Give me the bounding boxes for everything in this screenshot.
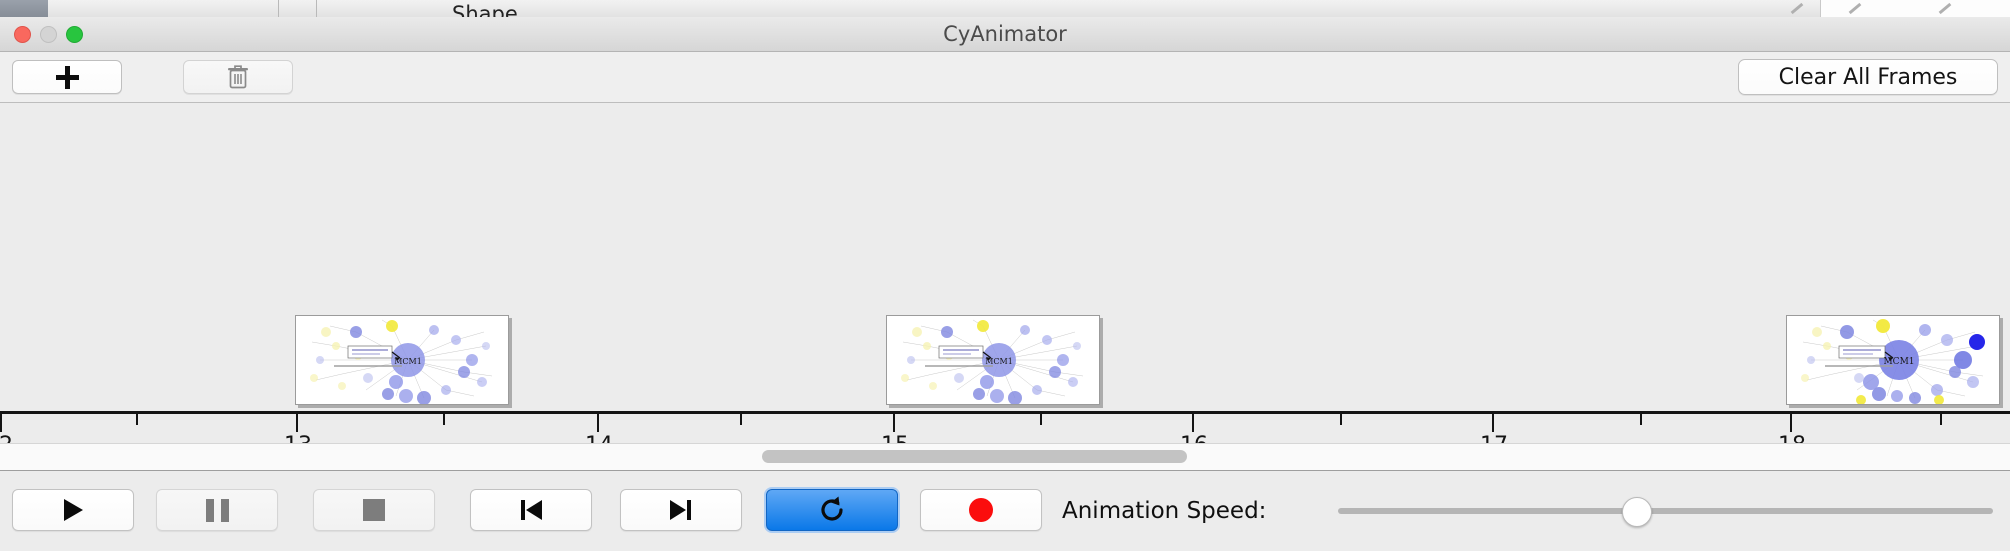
- play-icon: [64, 499, 83, 521]
- stop-icon: [363, 499, 385, 521]
- timeline-panel[interactable]: MCM1: [0, 103, 2010, 443]
- delete-frame-button[interactable]: [183, 60, 293, 94]
- bg-chrome-segment: [200, 0, 259, 17]
- network-graph-thumbnail: MCM1: [1787, 316, 1999, 404]
- loop-icon: [821, 496, 843, 521]
- axis-tick-label: 2: [0, 433, 13, 443]
- axis-tick-minor: [443, 414, 445, 425]
- trash-icon: [228, 65, 248, 89]
- transport-bar: Animation Speed:: [0, 471, 2010, 551]
- axis-tick-major: [0, 414, 2, 432]
- bg-divider: [278, 0, 279, 17]
- timeline-frame-thumbnail[interactable]: MCM1: [1786, 315, 2000, 405]
- axis-tick-label: 16: [1180, 433, 1208, 443]
- axis-tick-major: [1790, 414, 1792, 432]
- axis-tick-label: 13: [284, 433, 312, 443]
- clear-all-frames-button[interactable]: Clear All Frames: [1738, 59, 1998, 95]
- svg-text:MCM1: MCM1: [985, 357, 1013, 366]
- zoom-button-icon[interactable]: [66, 26, 83, 43]
- frame-toolbar: Clear All Frames: [0, 52, 2010, 103]
- skip-previous-button[interactable]: [470, 489, 592, 531]
- scrollbar-thumb[interactable]: [762, 450, 1187, 463]
- window-traffic-lights: [14, 26, 83, 43]
- clear-all-frames-label: Clear All Frames: [1778, 64, 1958, 90]
- axis-tick-label: 17: [1480, 433, 1508, 443]
- axis-tick-minor: [1040, 414, 1042, 425]
- play-button[interactable]: [12, 489, 134, 531]
- plus-icon: [55, 65, 79, 89]
- pause-button[interactable]: [156, 489, 278, 531]
- axis-tick-minor: [1340, 414, 1342, 425]
- bg-chrome-segment: [258, 0, 351, 17]
- minimize-button-icon[interactable]: [40, 26, 57, 43]
- axis-tick-minor: [136, 414, 138, 425]
- timeline-horizontal-scrollbar[interactable]: [0, 443, 2010, 471]
- add-frame-button[interactable]: [12, 60, 122, 94]
- bg-arrow-icon: [1938, 2, 1952, 15]
- skip-next-icon: [670, 500, 691, 520]
- record-button[interactable]: [920, 489, 1042, 531]
- axis-tick-major: [296, 414, 298, 432]
- axis-tick-label: 14: [585, 433, 613, 443]
- svg-text:MCM1: MCM1: [394, 357, 422, 366]
- timeline-axis-line: [0, 411, 2010, 414]
- axis-tick-minor: [740, 414, 742, 425]
- axis-tick-label: 18: [1778, 433, 1806, 443]
- timeline-frame-thumbnail[interactable]: MCM1: [295, 315, 509, 405]
- record-icon: [969, 498, 993, 522]
- cyanimator-window: CyAnimator Clear All Frames: [0, 17, 2010, 551]
- skip-next-button[interactable]: [620, 489, 742, 531]
- axis-tick-major: [1192, 414, 1194, 432]
- animation-speed-slider[interactable]: [1338, 497, 1993, 527]
- timeline-frame-thumbnail[interactable]: MCM1: [886, 315, 1100, 405]
- bg-chrome-segment: [48, 0, 139, 17]
- loop-button[interactable]: [766, 489, 898, 531]
- background-window-label: Shape: [452, 2, 518, 18]
- close-button-icon[interactable]: [14, 26, 31, 43]
- stop-button[interactable]: [313, 489, 435, 531]
- axis-tick-minor: [1940, 414, 1942, 425]
- window-title: CyAnimator: [943, 22, 1067, 46]
- animation-speed-label: Animation Speed:: [1062, 498, 1267, 524]
- svg-text:MCM1: MCM1: [1883, 357, 1914, 367]
- network-graph-thumbnail: MCM1: [296, 316, 508, 404]
- bg-arrow-icon: [1848, 2, 1862, 15]
- bg-chrome-segment: [1170, 0, 1821, 17]
- background-window-strip: Shape: [0, 0, 2010, 18]
- pause-icon: [205, 498, 229, 522]
- axis-tick-major: [893, 414, 895, 432]
- bg-chrome-segment: [0, 0, 49, 17]
- axis-tick-label: 15: [881, 433, 909, 443]
- bg-chrome-segment: [138, 0, 201, 17]
- bg-divider: [316, 0, 317, 17]
- window-titlebar: CyAnimator: [0, 17, 2010, 52]
- network-graph-thumbnail: MCM1: [887, 316, 1099, 404]
- axis-tick-major: [1492, 414, 1494, 432]
- axis-tick-minor: [1640, 414, 1642, 425]
- animation-speed-slider-thumb[interactable]: [1622, 497, 1652, 527]
- skip-previous-icon: [521, 500, 542, 520]
- axis-tick-major: [597, 414, 599, 432]
- bg-chrome-segment: [610, 0, 1171, 17]
